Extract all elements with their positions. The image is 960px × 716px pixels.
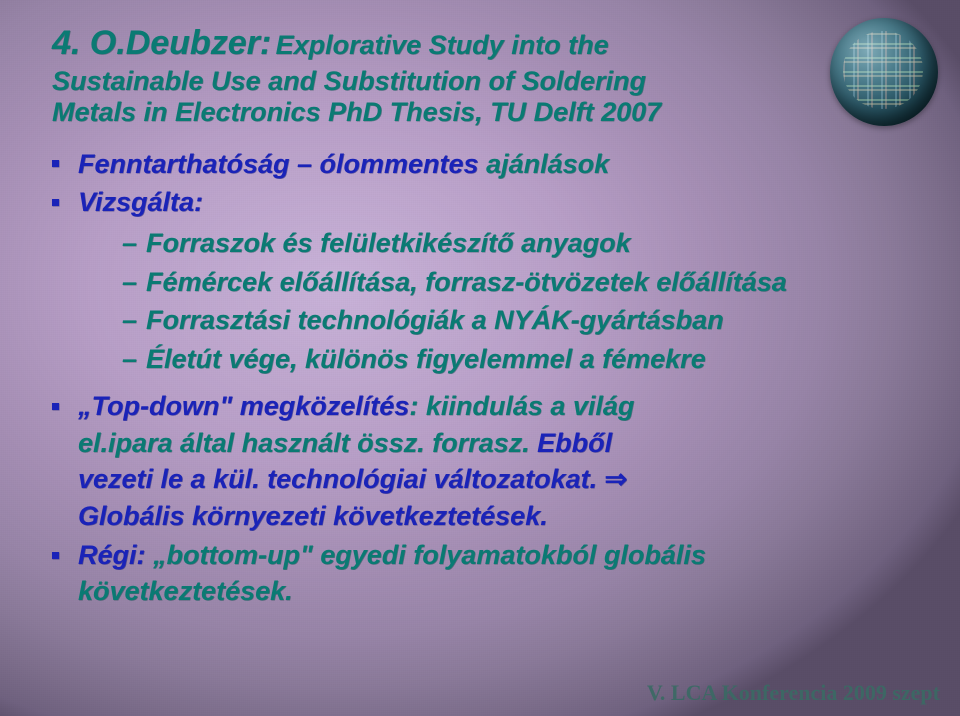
sub-bullet-3: Forrasztási technológiák a NYÁK-gyártásb… xyxy=(122,302,932,339)
bullet-2-label: Vizsgálta: xyxy=(78,187,203,217)
sub-bullet-1: Forraszok és felületkikészítő anyagok xyxy=(122,225,932,262)
title-block: 4. O.Deubzer: Explorative Study into the… xyxy=(52,22,852,128)
bullet-3-line2a: el.ipara által használt össz. forrasz. xyxy=(78,428,530,458)
body-block: Fenntarthatóság – ólommentes ajánlások V… xyxy=(52,146,932,611)
arrow-icon: ⇒ xyxy=(597,464,627,494)
bullet-3-line4: Globális környezeti következtetések. xyxy=(78,501,548,531)
title-line1-rest: Explorative Study into the xyxy=(276,30,609,60)
bullet-4-a: Régi: xyxy=(78,540,153,570)
bullet-3: „Top-down" megközelítés: kiindulás a vil… xyxy=(52,388,932,535)
bullet-list: Fenntarthatóság – ólommentes ajánlások V… xyxy=(52,146,932,611)
bullet-4-b: „bottom-up" egyedi folyamatokból globáli… xyxy=(153,540,706,570)
slide-content: 4. O.Deubzer: Explorative Study into the… xyxy=(0,0,960,716)
bullet-1-part2: ajánlások xyxy=(486,149,609,179)
sub-bullet-4: Életút vége, különös figyelemmel a fémek… xyxy=(122,341,932,378)
bullet-3-line1b: : kiindulás a világ xyxy=(409,391,634,421)
bullet-1: Fenntarthatóság – ólommentes ajánlások xyxy=(52,146,932,183)
bullet-3-line1a: „Top-down" megközelítés xyxy=(78,391,409,421)
bullet-1-part1: Fenntarthatóság – ólommentes xyxy=(78,149,486,179)
sub-bullet-list: Forraszok és felületkikészítő anyagok Fé… xyxy=(78,221,932,386)
title-line3: Metals in Electronics PhD Thesis, TU Del… xyxy=(52,97,852,128)
footer-text: V. LCA Konferencia 2009 szept xyxy=(647,680,940,706)
title-line2: Sustainable Use and Substitution of Sold… xyxy=(52,66,852,97)
bullet-3-line3: vezeti le a kül. technológiai változatok… xyxy=(78,464,597,494)
sub-bullet-2: Fémércek előállítása, forrasz-ötvözetek … xyxy=(122,264,932,301)
bullet-3-line2b: Ebből xyxy=(530,428,613,458)
author-name: 4. O.Deubzer: xyxy=(52,24,271,62)
bullet-4-c: következtetések. xyxy=(78,576,293,606)
globe-circuit-logo xyxy=(830,18,938,126)
bullet-2: Vizsgálta: Forraszok és felületkikészítő… xyxy=(52,184,932,386)
bullet-4: Régi: „bottom-up" egyedi folyamatokból g… xyxy=(52,537,932,610)
